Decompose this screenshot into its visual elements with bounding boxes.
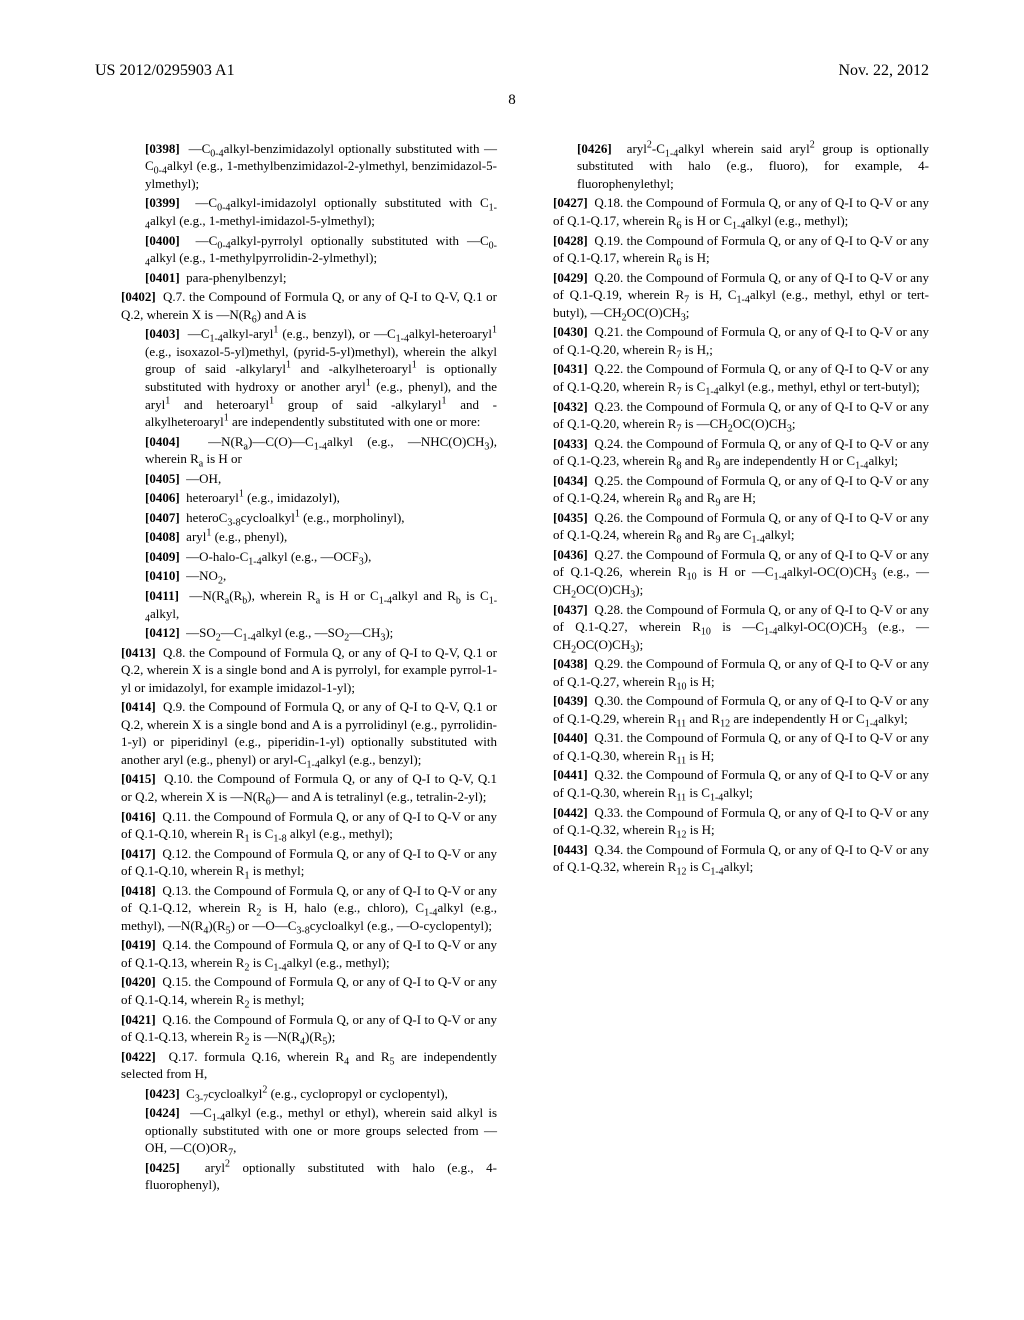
paragraph: [0403] —C1-4alkyl-aryl1 (e.g., benzyl), … (95, 325, 497, 430)
paragraph: [0418] Q.13. the Compound of Formula Q, … (95, 882, 497, 935)
paragraph: [0411] —N(Ra(Rb), wherein Ra is H or C1-… (95, 587, 497, 622)
paragraph: [0404] —N(Ra)—C(O)—C1-4alkyl (e.g., —NHC… (95, 433, 497, 468)
paragraph: [0436] Q.27. the Compound of Formula Q, … (527, 546, 929, 599)
paragraph: [0433] Q.24. the Compound of Formula Q, … (527, 435, 929, 470)
paragraph: [0414] Q.9. the Compound of Formula Q, o… (95, 698, 497, 768)
paragraph: [0438] Q.29. the Compound of Formula Q, … (527, 655, 929, 690)
paragraph: [0439] Q.30. the Compound of Formula Q, … (527, 692, 929, 727)
paragraph: [0423] C3-7cycloalkyl2 (e.g., cyclopropy… (95, 1085, 497, 1103)
paragraph: [0420] Q.15. the Compound of Formula Q, … (95, 973, 497, 1008)
paragraph: [0399] —C0-4alkyl-imidazolyl optionally … (95, 194, 497, 229)
paragraph: [0424] —C1-4alkyl (e.g., methyl or ethyl… (95, 1104, 497, 1157)
paragraph: [0434] Q.25. the Compound of Formula Q, … (527, 472, 929, 507)
paragraph: [0442] Q.33. the Compound of Formula Q, … (527, 804, 929, 839)
page-number: 8 (95, 90, 929, 110)
paragraph: [0408] aryl1 (e.g., phenyl), (95, 528, 497, 546)
paragraph: [0429] Q.20. the Compound of Formula Q, … (527, 269, 929, 322)
paragraph: [0431] Q.22. the Compound of Formula Q, … (527, 360, 929, 395)
paragraph: [0407] heteroC3-8cycloalkyl1 (e.g., morp… (95, 509, 497, 527)
paragraph: [0422] Q.17. formula Q.16, wherein R4 an… (95, 1048, 497, 1083)
paragraph: [0430] Q.21. the Compound of Formula Q, … (527, 323, 929, 358)
paragraph: [0402] Q.7. the Compound of Formula Q, o… (95, 288, 497, 323)
paragraph: [0410] —NO2, (95, 567, 497, 585)
paragraph: [0421] Q.16. the Compound of Formula Q, … (95, 1011, 497, 1046)
paragraph: [0428] Q.19. the Compound of Formula Q, … (527, 232, 929, 267)
paragraph: [0401] para-phenylbenzyl; (95, 269, 497, 287)
paragraph: [0425] aryl2 optionally substituted with… (95, 1159, 497, 1194)
paragraph: [0416] Q.11. the Compound of Formula Q, … (95, 808, 497, 843)
paragraph: [0412] —SO2—C1-4alkyl (e.g., —SO2—CH3); (95, 624, 497, 642)
pub-number: US 2012/0295903 A1 (95, 60, 235, 82)
paragraph: [0427] Q.18. the Compound of Formula Q, … (527, 194, 929, 229)
paragraph: [0432] Q.23. the Compound of Formula Q, … (527, 398, 929, 433)
paragraph: [0417] Q.12. the Compound of Formula Q, … (95, 845, 497, 880)
paragraph: [0440] Q.31. the Compound of Formula Q, … (527, 729, 929, 764)
paragraph: [0435] Q.26. the Compound of Formula Q, … (527, 509, 929, 544)
paragraph: [0400] —C0-4alkyl-pyrrolyl optionally su… (95, 232, 497, 267)
paragraph: [0419] Q.14. the Compound of Formula Q, … (95, 936, 497, 971)
paragraph: [0413] Q.8. the Compound of Formula Q, o… (95, 644, 497, 697)
body-columns: [0398] —C0-4alkyl-benzimidazolyl optiona… (95, 140, 929, 1240)
paragraph: [0415] Q.10. the Compound of Formula Q, … (95, 770, 497, 805)
paragraph: [0426] aryl2-C1-4alkyl wherein said aryl… (527, 140, 929, 193)
paragraph: [0441] Q.32. the Compound of Formula Q, … (527, 766, 929, 801)
paragraph: [0405] —OH, (95, 470, 497, 488)
paragraph: [0443] Q.34. the Compound of Formula Q, … (527, 841, 929, 876)
paragraph: [0398] —C0-4alkyl-benzimidazolyl optiona… (95, 140, 497, 193)
paragraph: [0437] Q.28. the Compound of Formula Q, … (527, 601, 929, 654)
paragraph: [0409] —O-halo-C1-4alkyl (e.g., —OCF3), (95, 548, 497, 566)
pub-date: Nov. 22, 2012 (838, 60, 929, 82)
paragraph: [0406] heteroaryl1 (e.g., imidazolyl), (95, 489, 497, 507)
